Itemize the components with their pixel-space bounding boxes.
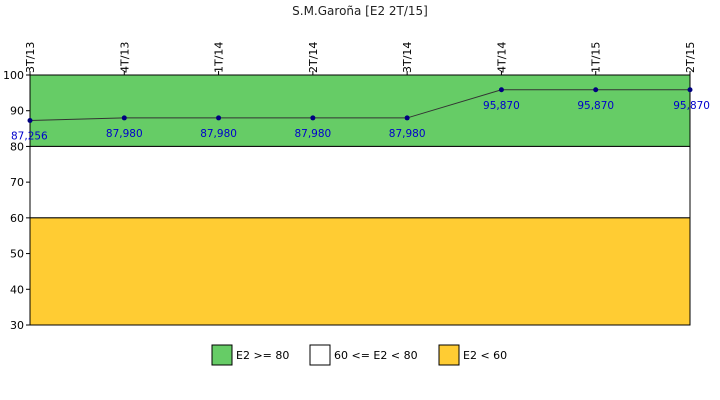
data-point-2 xyxy=(216,115,222,121)
y-axis: 30 40 50 60 70 80 90 100 xyxy=(3,69,30,332)
x-tick-label-7: 2T/15 xyxy=(684,42,697,73)
legend: E2 >= 80 60 <= E2 < 80 E2 < 60 xyxy=(211,344,507,366)
y-tick-label-80: 80 xyxy=(10,140,24,153)
band-2 xyxy=(29,217,691,326)
data-label-6: 95,870 xyxy=(577,100,614,112)
data-label-3: 87,980 xyxy=(294,128,331,140)
y-tick-label-40: 40 xyxy=(10,283,24,296)
x-tick-label-5: 4T/14 xyxy=(495,42,508,73)
x-axis: 3T/13 4T/13 1T/14 2T/14 3T/14 4T/14 1T/15 2T/15 xyxy=(24,42,697,75)
data-point-7 xyxy=(687,87,693,93)
data-point-4 xyxy=(404,115,410,121)
legend-swatch-1 xyxy=(309,344,331,366)
series-layer: 87,256 87,980 87,980 87,980 87,980 95,870 95,8… xyxy=(11,87,710,143)
data-label-4: 87,980 xyxy=(389,128,426,140)
legend-swatch-2 xyxy=(438,344,460,366)
data-point-0 xyxy=(27,118,33,124)
band-1 xyxy=(29,145,691,219)
data-label-5: 95,870 xyxy=(483,100,520,112)
y-tick-label-100: 100 xyxy=(3,69,24,82)
x-tick-label-1: 4T/13 xyxy=(118,42,131,73)
band-layer xyxy=(29,74,691,326)
x-tick-label-6: 1T/15 xyxy=(590,42,603,73)
data-point-5 xyxy=(498,87,504,93)
y-tick-label-90: 90 xyxy=(10,105,24,118)
data-label-0: 87,256 xyxy=(11,131,48,143)
chart-title: S.M.Garoña [E2 2T/15] xyxy=(292,4,428,18)
data-label-1: 87,980 xyxy=(106,128,143,140)
x-tick-label-3: 2T/14 xyxy=(307,42,320,73)
series-line-0 xyxy=(29,89,690,122)
band-0 xyxy=(29,74,691,147)
y-tick-label-60: 60 xyxy=(10,212,24,225)
legend-label-1: 60 <= E2 < 80 xyxy=(334,349,418,362)
x-tick-label-2: 1T/14 xyxy=(213,42,226,73)
y-tick-label-30: 30 xyxy=(10,319,24,332)
y-tick-label-70: 70 xyxy=(10,176,24,189)
legend-label-0: E2 >= 80 xyxy=(236,349,289,362)
data-label-2: 87,980 xyxy=(200,128,237,140)
data-point-6 xyxy=(593,87,599,93)
y-tick-label-50: 50 xyxy=(10,248,24,261)
legend-swatch-0 xyxy=(211,344,233,366)
data-point-1 xyxy=(121,115,127,121)
x-tick-label-4: 3T/14 xyxy=(401,42,414,73)
data-label-7: 95,870 xyxy=(673,100,710,112)
legend-label-2: E2 < 60 xyxy=(463,349,507,362)
x-tick-label-0: 3T/13 xyxy=(24,42,37,73)
data-point-3 xyxy=(310,115,316,121)
plot-frame xyxy=(29,74,691,326)
